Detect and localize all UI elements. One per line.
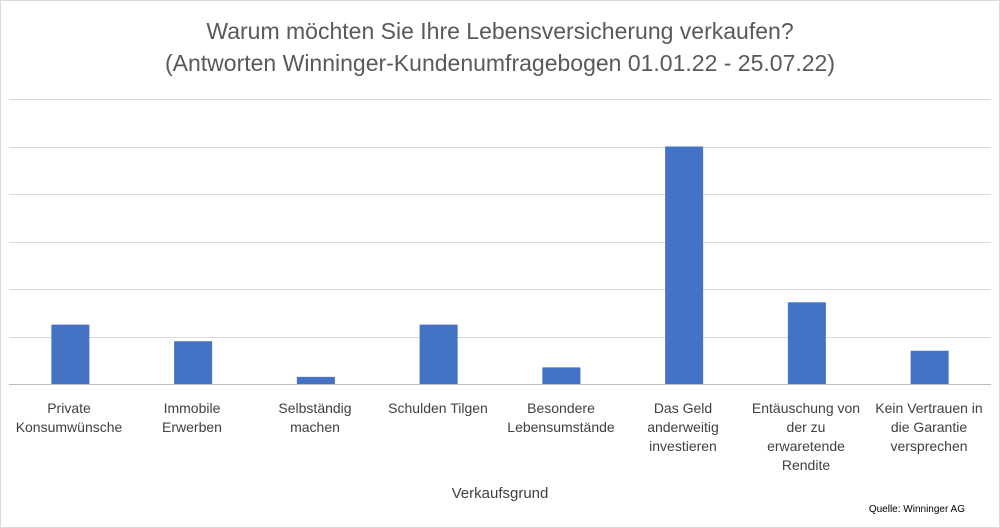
- source-note: Quelle: Winninger AG: [868, 504, 965, 515]
- bar: [51, 324, 90, 384]
- bar: [174, 341, 213, 384]
- bar: [665, 146, 704, 384]
- bar: [419, 324, 458, 384]
- category-label: Schulden Tilgen: [388, 400, 488, 416]
- chart-subtitle: (Antworten Winninger-Kundenumfragebogen …: [165, 50, 835, 76]
- category-label: Das Geld anderweitig investieren: [647, 400, 719, 454]
- category-label: Immobile Erwerben: [162, 400, 222, 435]
- bar: [296, 376, 335, 384]
- category-label: Entäuschung von der zu erwaretende Rendi…: [751, 400, 861, 473]
- bar: [787, 302, 826, 384]
- bar: [542, 367, 581, 384]
- category-label: Selbständig machen: [278, 400, 352, 435]
- x-axis-label: Verkaufsgrund: [451, 485, 549, 502]
- bar: [910, 350, 949, 384]
- chart-title-line: Warum möchten Sie Ihre Lebensversicherun…: [206, 18, 794, 44]
- category-label: Kein Vertrauen in die Garantie versprech…: [875, 400, 983, 454]
- category-label: Besondere Lebensumstände: [507, 400, 615, 435]
- category-label: Private Konsumwünsche: [15, 400, 123, 435]
- chart-title: Warum möchten Sie Ihre Lebensversicherun…: [1, 15, 999, 79]
